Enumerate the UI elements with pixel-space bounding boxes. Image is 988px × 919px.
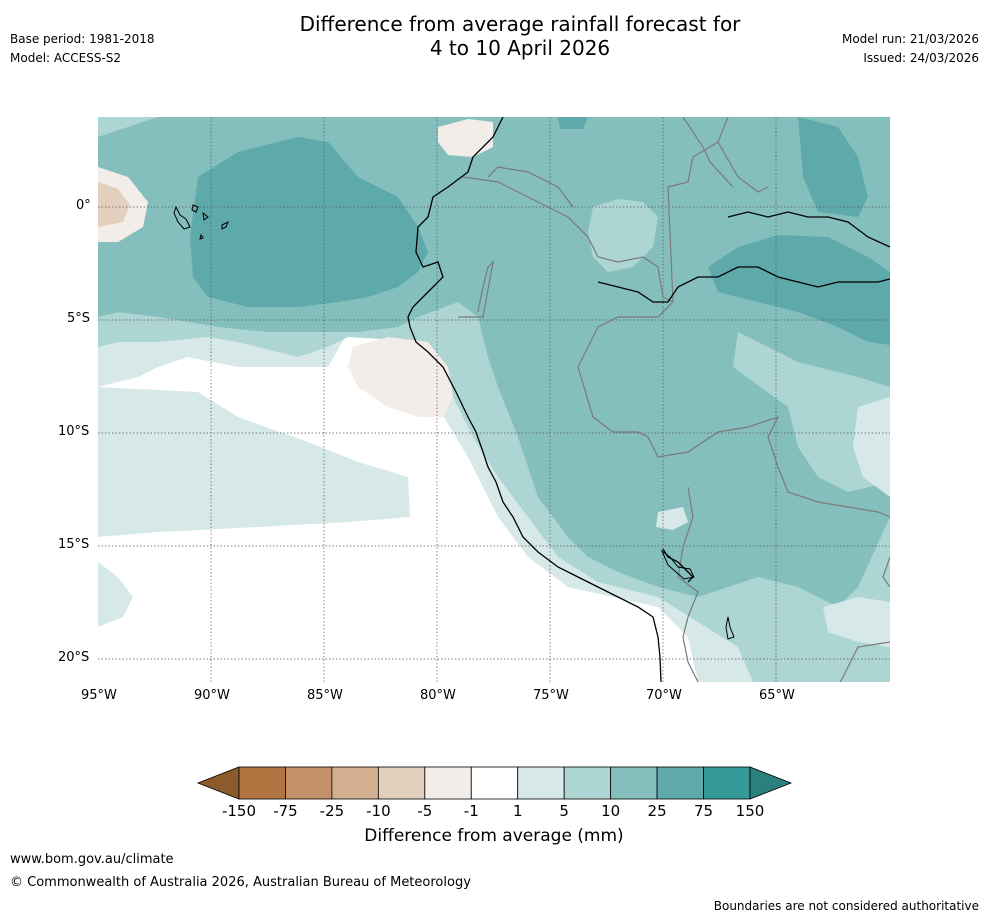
website-text: www.bom.gov.au/climate xyxy=(10,852,174,867)
colorbar-tick-label: -75 xyxy=(273,802,298,820)
contour-1-to-5-patch-s xyxy=(656,507,688,530)
issued-text: Issued: 24/03/2026 xyxy=(863,51,979,65)
contour-1-to-5-patch-far-se xyxy=(823,597,890,647)
colorbar-cell xyxy=(470,766,519,800)
copyright-text: © Commonwealth of Australia 2026, Austra… xyxy=(10,875,471,890)
graticule xyxy=(98,117,890,682)
colorbar-tick-label: 5 xyxy=(559,802,569,820)
disclaimer-text: Boundaries are not considered authoritat… xyxy=(713,899,979,913)
contour-25-to-75-ne xyxy=(798,117,868,217)
colorbar-cell xyxy=(424,766,472,800)
title-line-1: Difference from average rainfall forecas… xyxy=(299,12,741,36)
colorbar-cell xyxy=(703,766,751,800)
colorbar-cell xyxy=(563,766,612,800)
colorbar-label: Difference from average (mm) xyxy=(364,826,624,846)
lat-label-0: 0° xyxy=(76,198,91,213)
colorbar-cell xyxy=(377,766,426,800)
colorbar-tick-label: -150 xyxy=(221,802,257,820)
colorbar-tick-label: -25 xyxy=(319,802,345,820)
lon-label-80w: 80°W xyxy=(420,688,456,703)
model-run-text: Model run: 21/03/2026 xyxy=(841,32,979,46)
colorbar-tick-label: 10 xyxy=(601,802,621,820)
contour-1-to-5-patch-se xyxy=(853,397,890,497)
lat-label-15s: 15°S xyxy=(58,537,90,552)
base-period-text: Base period: 1981-2018 xyxy=(10,32,155,46)
lat-label-20s: 20°S xyxy=(58,650,90,665)
colorbar-tick-label: 75 xyxy=(693,802,714,820)
colorbar-tick-label: 150 xyxy=(735,802,765,820)
contour-5-to-10-patch xyxy=(588,199,658,272)
colorbar-tick-label: 1 xyxy=(512,802,523,820)
title-line-2: 4 to 10 April 2026 xyxy=(429,36,611,60)
colorbar-cell xyxy=(517,766,565,800)
lon-label-75w: 75°W xyxy=(533,688,569,703)
colorbar-cell xyxy=(285,766,333,800)
galapagos-islands xyxy=(173,204,229,240)
lon-label-85w: 85°W xyxy=(307,688,343,703)
contour-1-to-5-sw xyxy=(98,562,133,627)
contour-25-to-75-east xyxy=(708,235,890,345)
colorbar-cell xyxy=(238,766,286,800)
lake-outlines xyxy=(660,549,735,640)
contour-minus1-to-minus5-coast xyxy=(348,337,453,417)
colorbar-cell xyxy=(656,766,704,800)
contour-1-to-5-west xyxy=(98,387,410,537)
rainfall-anomaly-map xyxy=(98,117,890,682)
colorbar-tick-label: -5 xyxy=(417,802,433,820)
contour-25-to-75-n xyxy=(558,117,588,129)
lon-label-95w: 95°W xyxy=(81,688,117,703)
map-title: Difference from average rainfall forecas… xyxy=(0,12,988,60)
lat-label-5s: 5°S xyxy=(67,311,91,326)
contour-minus5-to-minus10-west xyxy=(98,182,130,227)
colorbar-tick-label: 25 xyxy=(647,802,667,820)
country-borders xyxy=(458,117,890,682)
lon-label-70w: 70°W xyxy=(646,688,682,703)
colorbar-tick-label: -10 xyxy=(366,802,391,820)
model-text: Model: ACCESS-S2 xyxy=(10,51,122,65)
lat-label-10s: 10°S xyxy=(58,424,90,439)
colorbar-extend-low xyxy=(196,766,240,800)
colorbar-extend-high xyxy=(749,766,793,800)
colorbar-tick-label: -1 xyxy=(463,802,479,820)
contour-25-to-75-west xyxy=(190,137,428,307)
colorbar-cell xyxy=(331,766,379,800)
colorbar-cell xyxy=(610,766,658,800)
lon-label-90w: 90°W xyxy=(194,688,230,703)
coastline xyxy=(407,117,890,682)
lon-label-65w: 65°W xyxy=(759,688,795,703)
contour-minus1-to-minus5-north xyxy=(438,119,493,157)
